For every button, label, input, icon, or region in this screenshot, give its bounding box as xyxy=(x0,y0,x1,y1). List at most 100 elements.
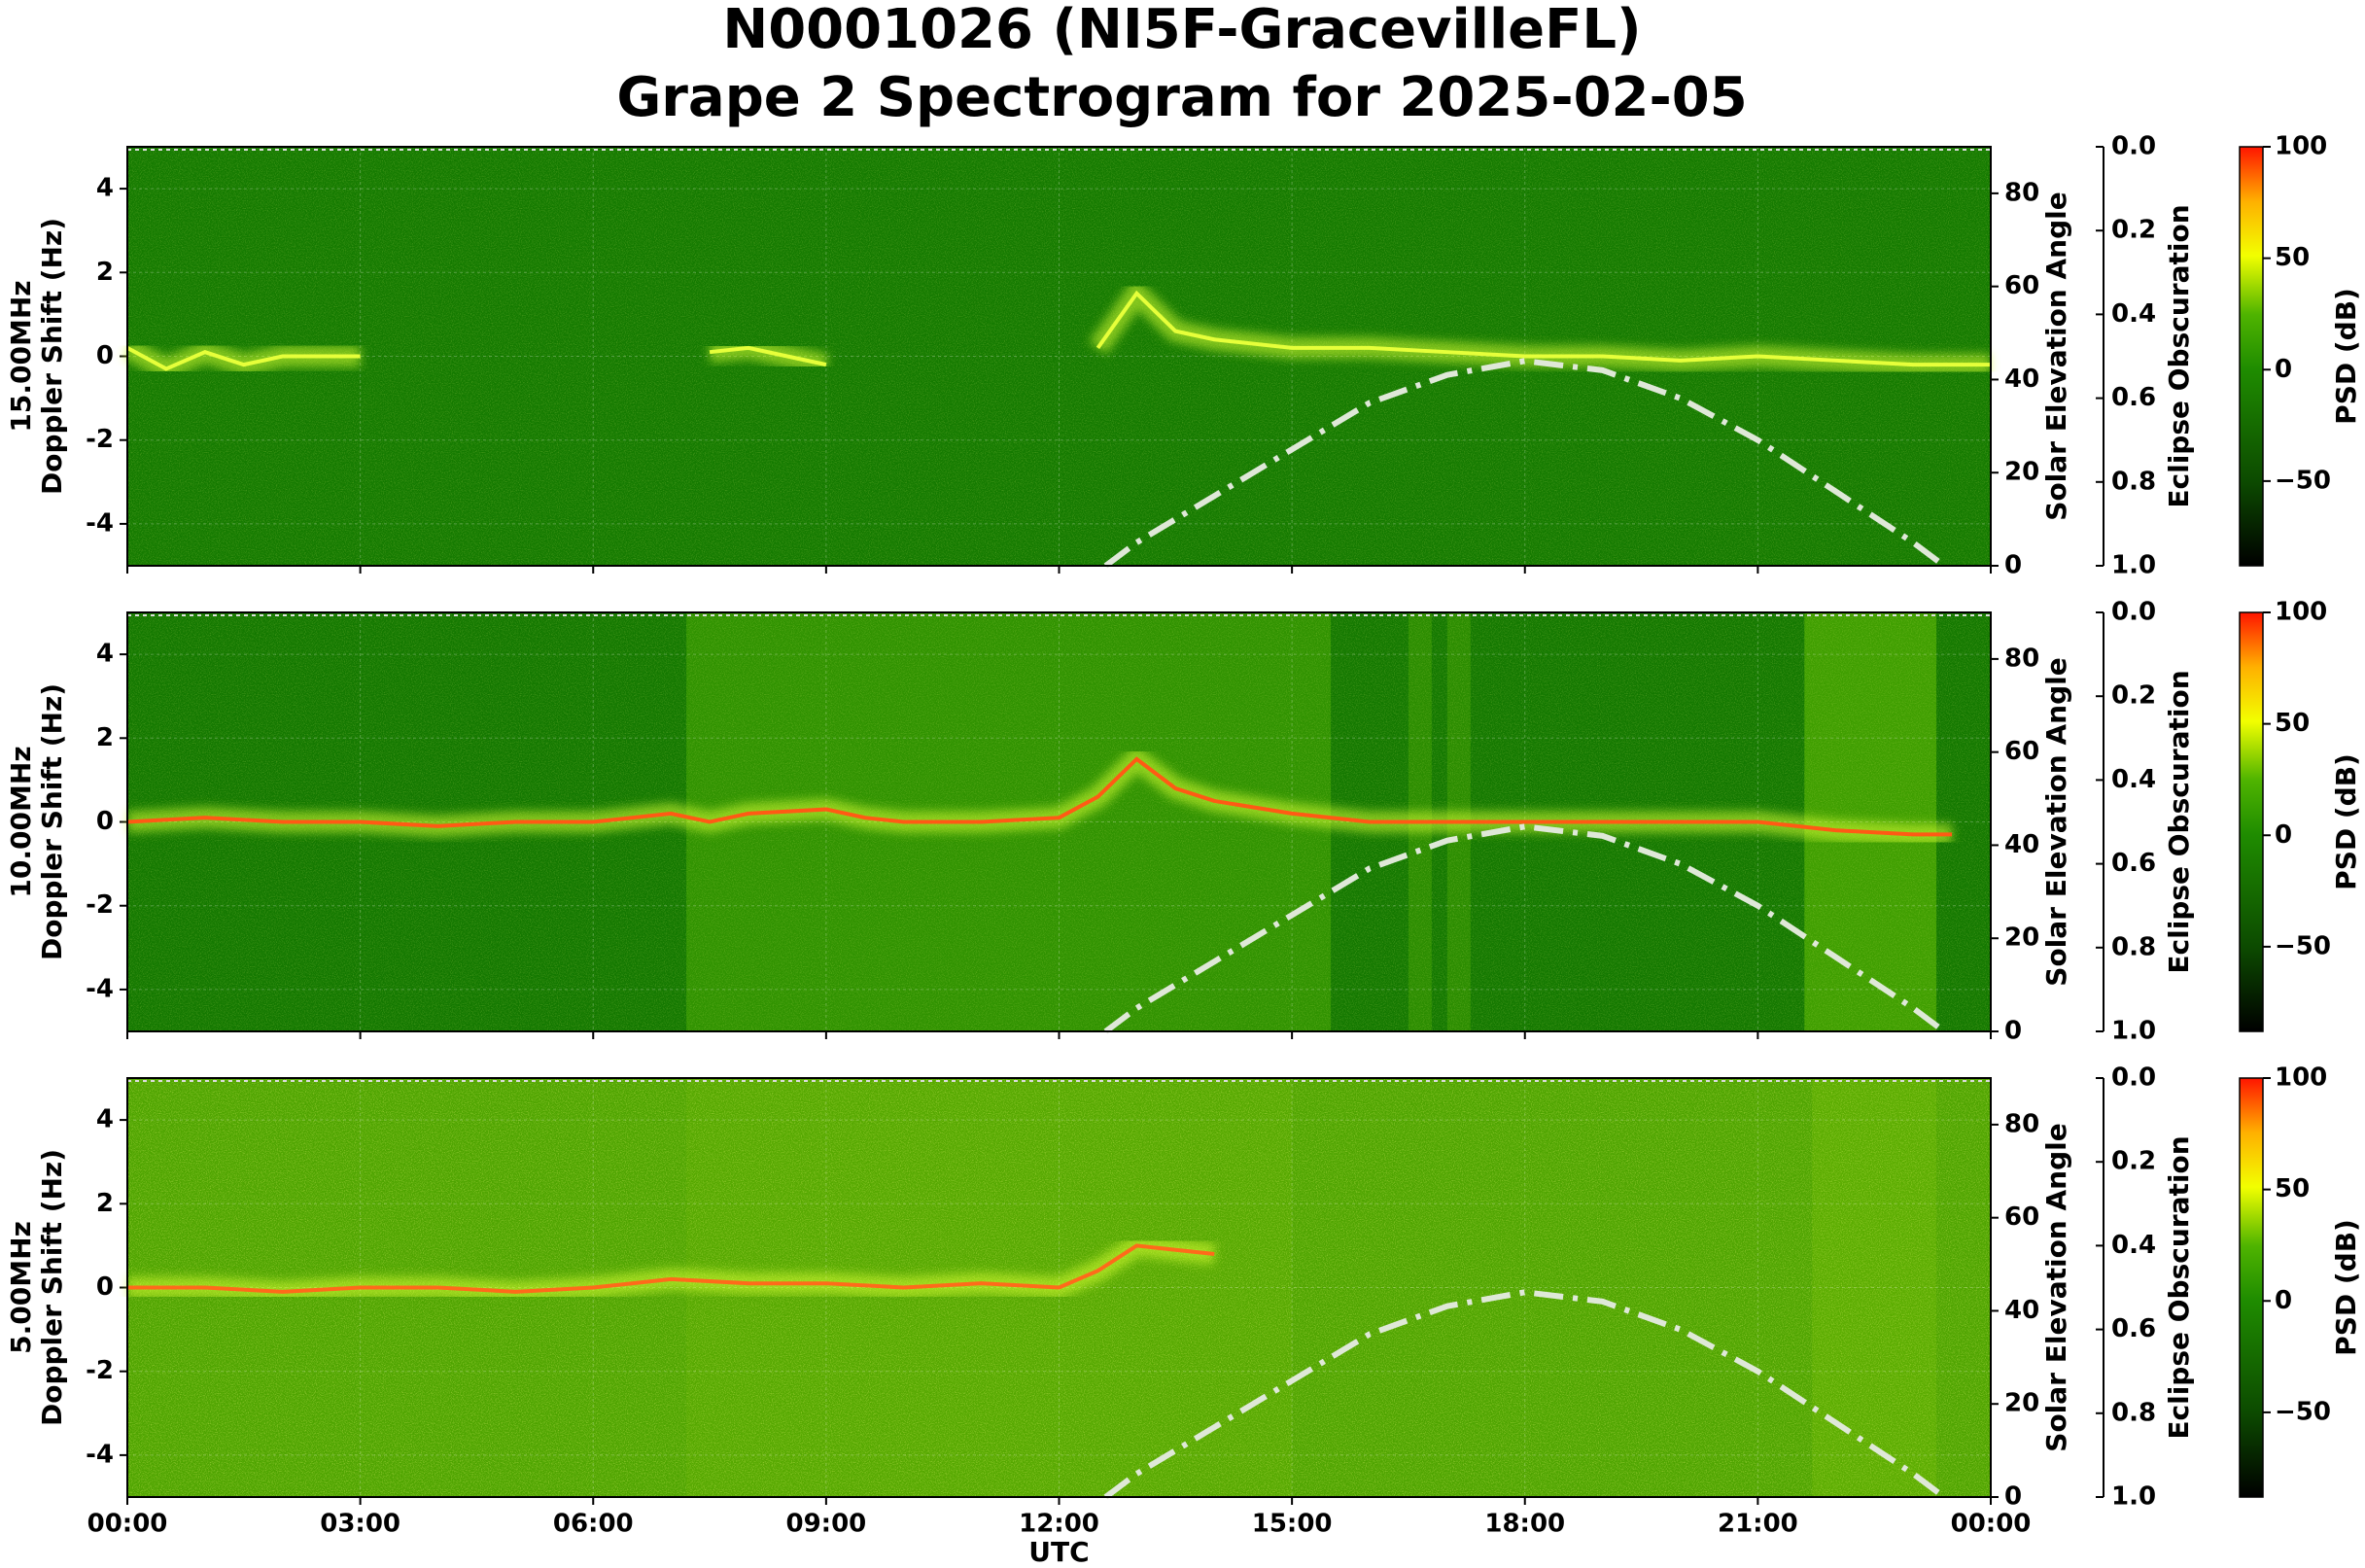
y3-tick-label: 0.0 xyxy=(2111,1063,2156,1093)
x-label: UTC xyxy=(1028,1536,1089,1568)
y-label: 10.00MHz xyxy=(5,746,37,897)
solar-elevation-line xyxy=(1103,823,1946,1034)
y2-tick-label: 80 xyxy=(2004,1109,2039,1138)
y2-tick-label: 40 xyxy=(2004,1296,2039,1325)
y-tick-label: -2 xyxy=(86,890,114,920)
solar-elevation-line xyxy=(1103,1289,1946,1500)
y-tick-label: -4 xyxy=(86,1440,114,1469)
y3-tick-label: 0.6 xyxy=(2111,383,2156,412)
colorbar xyxy=(2239,146,2264,567)
colorbar-tick-label: 100 xyxy=(2275,132,2327,161)
x-tick-label: 15:00 xyxy=(1252,1510,1333,1539)
y3-tick-label: 0.2 xyxy=(2111,1147,2156,1176)
doppler-trace xyxy=(126,756,1953,837)
y-tick-label: 2 xyxy=(96,258,114,287)
colorbar-tick-label: 50 xyxy=(2275,1174,2310,1203)
plot-frame xyxy=(126,1077,1992,1498)
subtitle: Grape 2 Spectrogram for 2025-02-05 xyxy=(616,66,1747,129)
doppler-trace xyxy=(126,346,361,371)
y3-tick-label: 0.8 xyxy=(2111,1398,2156,1427)
colorbar-tick-label: 0 xyxy=(2275,355,2292,384)
y3-tick-label: 0.2 xyxy=(2111,681,2156,711)
y2-label: Solar Elevation Angle xyxy=(2040,1123,2072,1451)
y-label: Doppler Shift (Hz) xyxy=(36,1149,68,1426)
plot-frame xyxy=(126,611,1992,1032)
y-label: 15.00MHz xyxy=(5,280,37,432)
y3-tick-label: 1.0 xyxy=(2111,1482,2156,1512)
x-tick-label: 00:00 xyxy=(87,1510,168,1539)
y2-label: Solar Elevation Angle xyxy=(2040,657,2072,986)
y3-label: Eclipse Obscuration xyxy=(2163,670,2195,973)
y2-tick-label: 60 xyxy=(2004,1202,2039,1232)
x-tick-label: 00:00 xyxy=(1951,1510,2032,1539)
y2-tick-label: 80 xyxy=(2004,178,2039,207)
y-tick-label: 0 xyxy=(96,341,114,370)
colorbar xyxy=(2239,611,2264,1032)
y2-label: Solar Elevation Angle xyxy=(2040,192,2072,520)
title: N0001026 (NI5F-GracevilleFL) xyxy=(722,0,1641,61)
colorbar-label: PSD (dB) xyxy=(2330,753,2362,890)
y3-label: Eclipse Obscuration xyxy=(2163,204,2195,507)
y2-tick-label: 0 xyxy=(2004,551,2022,580)
y-tick-label: 4 xyxy=(96,640,114,669)
x-tick-label: 09:00 xyxy=(785,1510,866,1539)
y3-label: Eclipse Obscuration xyxy=(2163,1135,2195,1439)
y-tick-label: 4 xyxy=(96,174,114,203)
x-tick-label: 03:00 xyxy=(320,1510,400,1539)
x-tick-label: 18:00 xyxy=(1484,1510,1565,1539)
y3-tick-label: 1.0 xyxy=(2111,1017,2156,1046)
y2-tick-label: 40 xyxy=(2004,365,2039,394)
doppler-trace xyxy=(1096,290,1991,367)
x-tick-label: 06:00 xyxy=(553,1510,634,1539)
y3-tick-label: 0.4 xyxy=(2111,1231,2156,1260)
colorbar-label: PSD (dB) xyxy=(2330,288,2362,425)
y-tick-label: 0 xyxy=(96,807,114,836)
y3-tick-label: 0.0 xyxy=(2111,598,2156,627)
colorbar-tick-label: 0 xyxy=(2275,1286,2292,1315)
y-tick-label: -4 xyxy=(86,974,114,1003)
colorbar-tick-label: −50 xyxy=(2275,466,2331,495)
x-tick-label: 21:00 xyxy=(1718,1510,1798,1539)
y-tick-label: -2 xyxy=(86,1356,114,1385)
y2-tick-label: 60 xyxy=(2004,271,2039,300)
y-label: 5.00MHz xyxy=(5,1221,37,1354)
y-tick-label: 0 xyxy=(96,1272,114,1302)
x-tick-label: 12:00 xyxy=(1019,1510,1099,1539)
colorbar-tick-label: 50 xyxy=(2275,243,2310,272)
colorbar xyxy=(2239,1077,2264,1498)
y-tick-label: 4 xyxy=(96,1105,114,1134)
y-label: Doppler Shift (Hz) xyxy=(36,218,68,495)
y3-tick-label: 0.2 xyxy=(2111,216,2156,245)
solar-elevation-line xyxy=(1103,358,1946,569)
y2-tick-label: 20 xyxy=(2004,1389,2039,1418)
colorbar-tick-label: 100 xyxy=(2275,1063,2327,1093)
y3-tick-label: 0.4 xyxy=(2111,765,2156,794)
colorbar-tick-label: 100 xyxy=(2275,598,2327,627)
y2-tick-label: 40 xyxy=(2004,830,2039,859)
y3-tick-label: 1.0 xyxy=(2111,551,2156,580)
plot-frame xyxy=(126,146,1992,567)
y3-tick-label: 0.6 xyxy=(2111,849,2156,878)
y-tick-label: -2 xyxy=(86,425,114,454)
y2-tick-label: 20 xyxy=(2004,458,2039,487)
colorbar-label: PSD (dB) xyxy=(2330,1219,2362,1356)
colorbar-tick-label: −50 xyxy=(2275,1397,2331,1426)
y2-tick-label: 0 xyxy=(2004,1017,2022,1046)
y2-tick-label: 60 xyxy=(2004,737,2039,766)
doppler-trace xyxy=(127,1243,1215,1294)
doppler-trace xyxy=(709,345,827,367)
y2-tick-label: 0 xyxy=(2004,1482,2022,1512)
y3-tick-label: 0.6 xyxy=(2111,1314,2156,1343)
y3-tick-label: 0.0 xyxy=(2111,132,2156,161)
y-tick-label: 2 xyxy=(96,1189,114,1218)
y2-tick-label: 80 xyxy=(2004,644,2039,673)
y3-tick-label: 0.4 xyxy=(2111,299,2156,329)
colorbar-tick-label: −50 xyxy=(2275,931,2331,960)
y-label: Doppler Shift (Hz) xyxy=(36,683,68,960)
y-tick-label: 2 xyxy=(96,723,114,752)
y3-tick-label: 0.8 xyxy=(2111,932,2156,961)
colorbar-tick-label: 0 xyxy=(2275,820,2292,850)
y3-tick-label: 0.8 xyxy=(2111,467,2156,496)
